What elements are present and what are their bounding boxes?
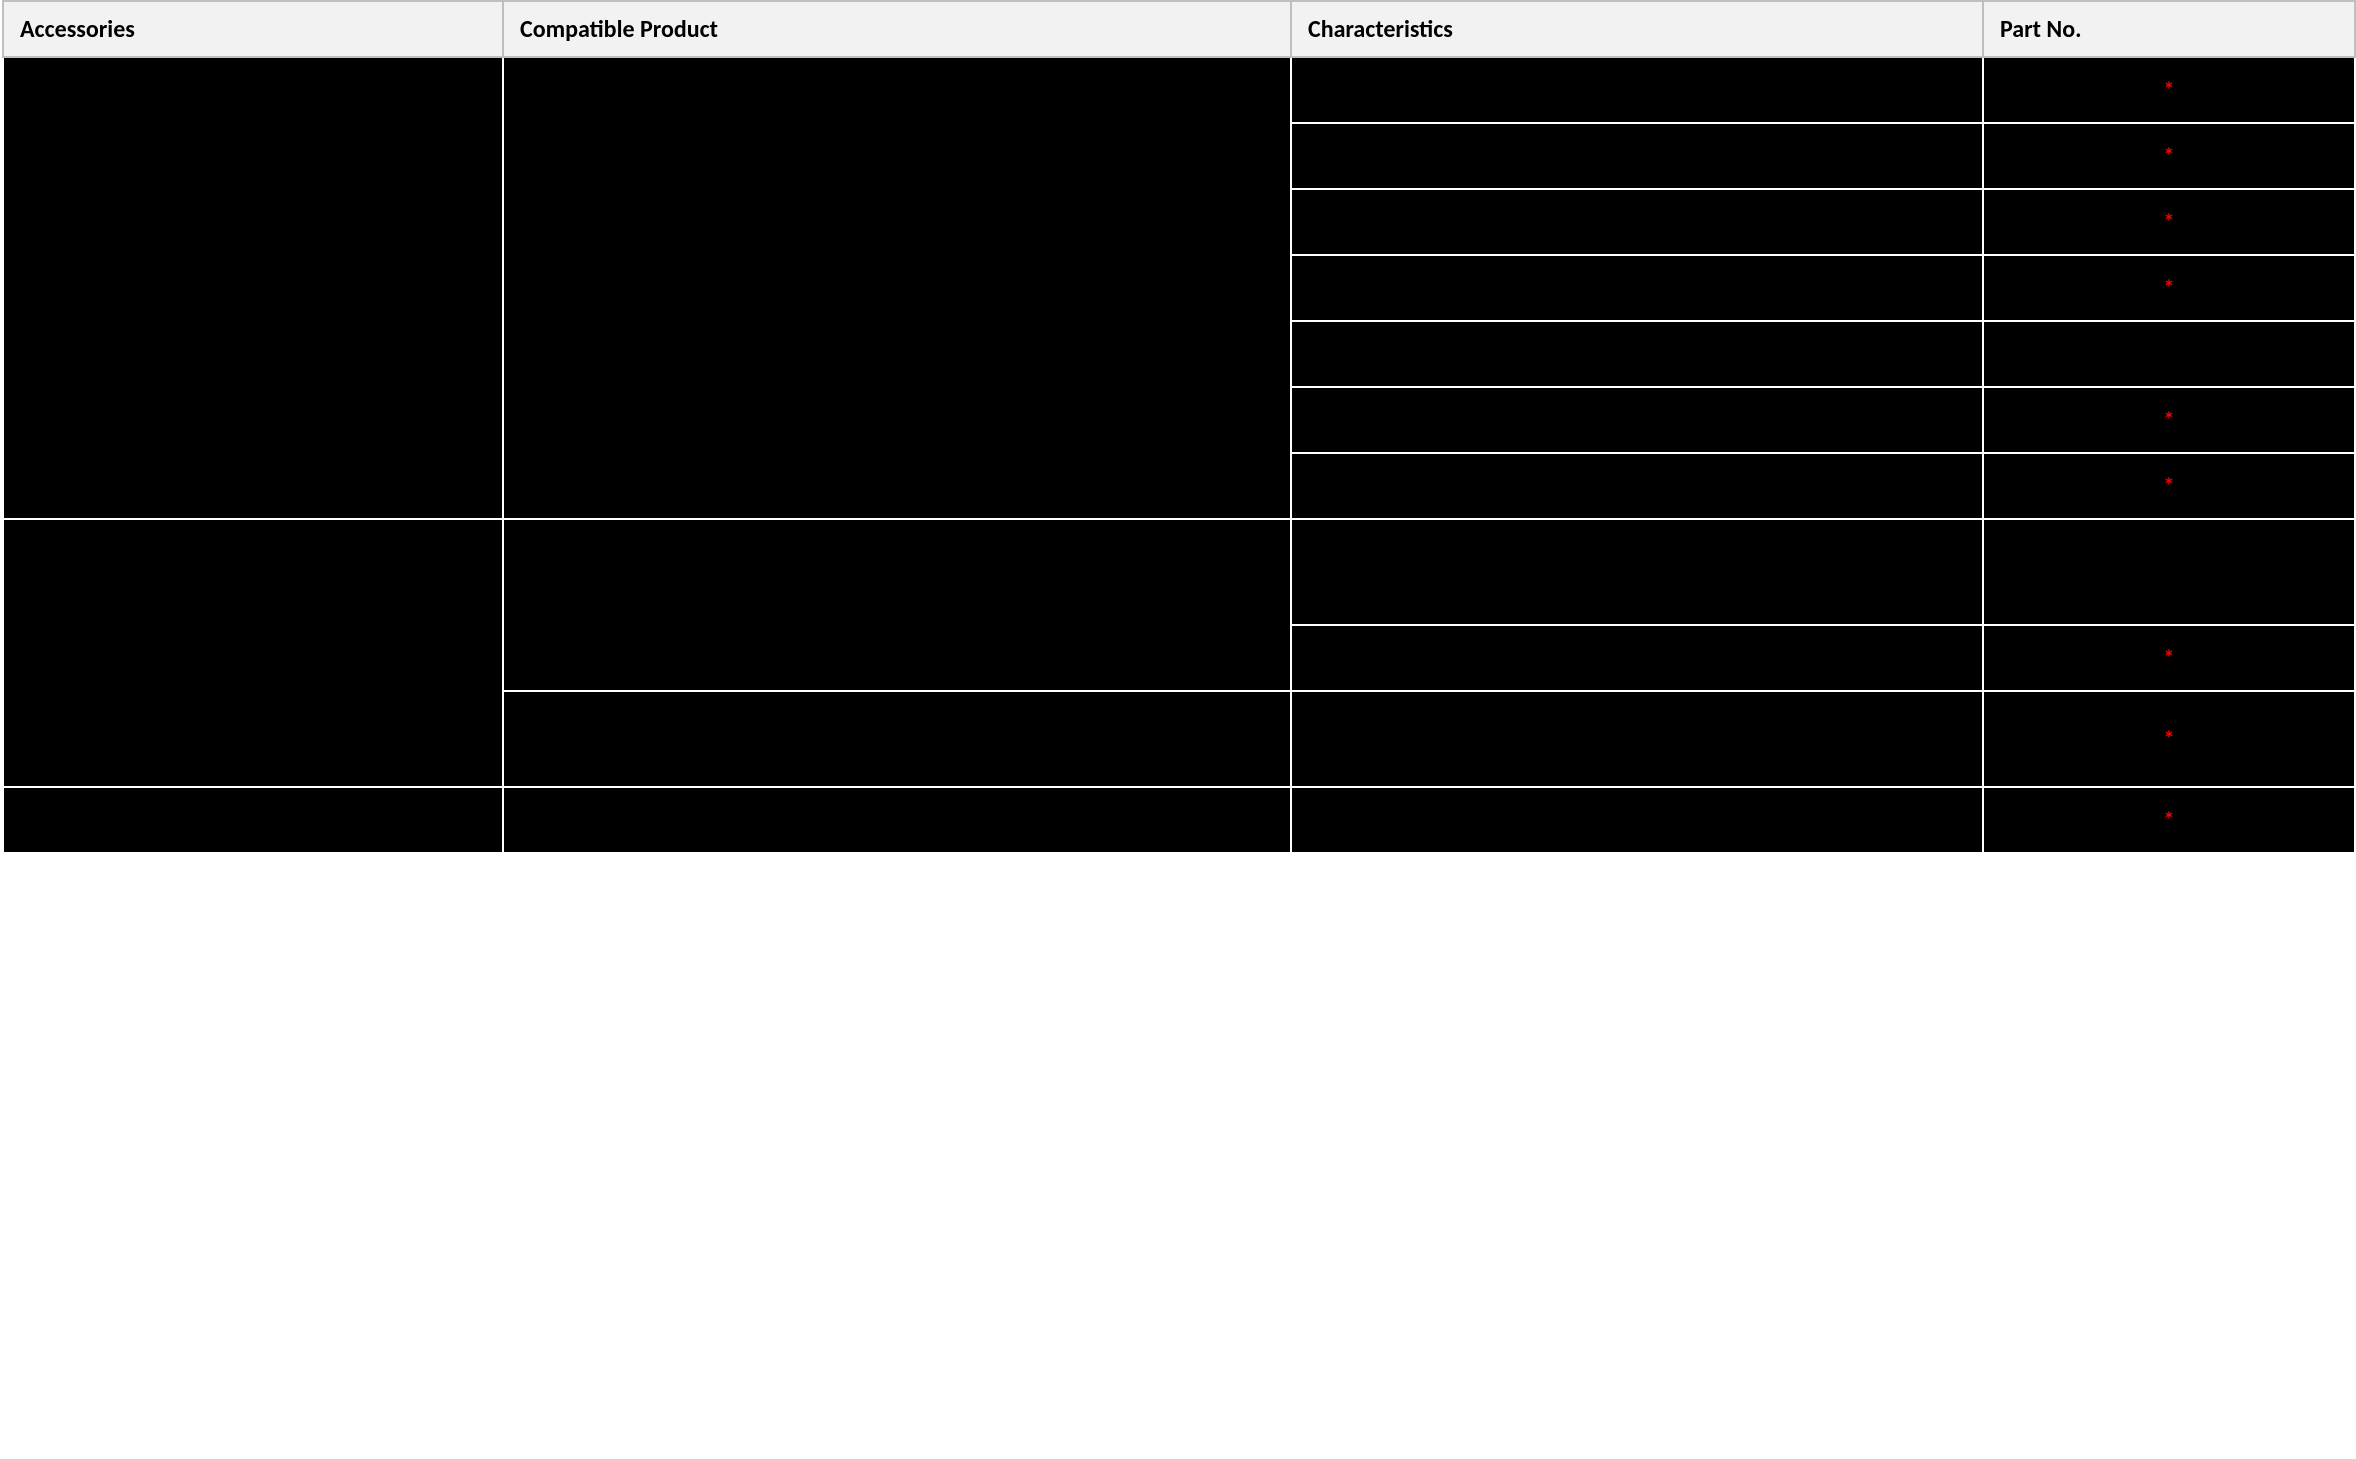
cell-characteristics [1291, 787, 1983, 853]
cell-part-no: * [1983, 57, 2355, 123]
cell-part-no [1983, 321, 2355, 387]
asterisk-icon: * [1985, 79, 2353, 101]
cell-compatible [503, 691, 1291, 787]
cell-part-no: * [1983, 787, 2355, 853]
cell-characteristics [1291, 321, 1983, 387]
cell-part-no: * [1983, 189, 2355, 255]
cell-characteristics [1291, 519, 1983, 625]
col-header-compatible: Compatible Product [503, 1, 1291, 57]
cell-part-no: * [1983, 625, 2355, 691]
cell-characteristics [1291, 387, 1983, 453]
asterisk-icon: * [1985, 475, 2353, 497]
asterisk-icon: * [1985, 211, 2353, 233]
asterisk-icon: * [1985, 728, 2353, 750]
col-header-accessories: Accessories [3, 1, 503, 57]
cell-characteristics [1291, 691, 1983, 787]
asterisk-icon: * [1985, 277, 2353, 299]
cell-part-no [1983, 519, 2355, 625]
accessories-table: AccessoriesCompatible ProductCharacteris… [2, 0, 2356, 854]
asterisk-icon: * [1985, 809, 2353, 831]
cell-part-no: * [1983, 255, 2355, 321]
cell-accessories [3, 57, 503, 519]
cell-characteristics [1291, 189, 1983, 255]
cell-characteristics [1291, 625, 1983, 691]
col-header-part_no: Part No. [1983, 1, 2355, 57]
cell-compatible [503, 787, 1291, 853]
asterisk-icon: * [1985, 409, 2353, 431]
asterisk-icon: * [1985, 145, 2353, 167]
cell-compatible [503, 57, 1291, 519]
asterisk-icon: * [1985, 647, 2353, 669]
cell-accessories [3, 787, 503, 853]
cell-part-no: * [1983, 123, 2355, 189]
cell-accessories [3, 519, 503, 787]
cell-characteristics [1291, 123, 1983, 189]
cell-part-no: * [1983, 453, 2355, 519]
cell-part-no: * [1983, 691, 2355, 787]
cell-characteristics [1291, 255, 1983, 321]
col-header-characteristics: Characteristics [1291, 1, 1983, 57]
table-row [3, 519, 2355, 625]
table-row: * [3, 787, 2355, 853]
cell-characteristics [1291, 57, 1983, 123]
cell-compatible [503, 519, 1291, 691]
table-header-row: AccessoriesCompatible ProductCharacteris… [3, 1, 2355, 57]
cell-part-no: * [1983, 387, 2355, 453]
cell-characteristics [1291, 453, 1983, 519]
table-row: * [3, 57, 2355, 123]
